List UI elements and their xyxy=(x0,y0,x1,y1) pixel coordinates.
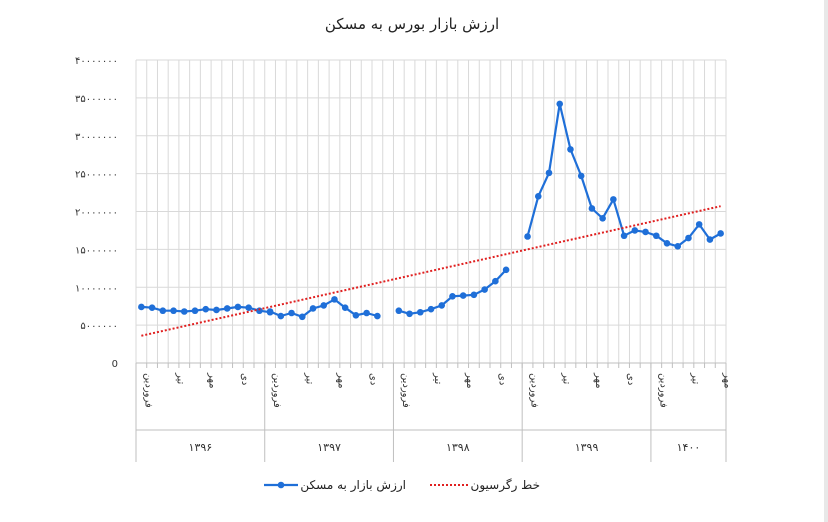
data-point xyxy=(170,307,177,315)
x-tick-label: دی xyxy=(496,373,507,385)
data-point xyxy=(502,266,510,274)
data-point xyxy=(545,169,553,177)
data-point xyxy=(577,172,585,180)
data-point xyxy=(320,302,328,309)
regression-line xyxy=(141,205,721,337)
data-point xyxy=(695,221,703,228)
x-tick-label: فروردین xyxy=(400,373,411,408)
data-point xyxy=(234,303,242,311)
data-point xyxy=(620,232,628,240)
data-point xyxy=(492,277,499,285)
data-point xyxy=(180,308,188,315)
data-point xyxy=(567,146,574,153)
data-point xyxy=(449,293,456,300)
data-point xyxy=(341,304,349,312)
data-point xyxy=(298,313,306,321)
x-tick-label: فروردین xyxy=(529,373,540,408)
data-point xyxy=(288,309,295,317)
chart-title: ارزش بازار بورس به مسکن xyxy=(325,15,499,33)
data-point xyxy=(245,304,252,312)
x-tick-label: مهر xyxy=(207,372,218,388)
data-point xyxy=(427,305,435,313)
data-point xyxy=(438,302,446,309)
x-tick-label: دی xyxy=(239,373,250,385)
data-point xyxy=(642,228,649,236)
data-point xyxy=(631,227,639,234)
year-label: ۱۳۹۶ xyxy=(189,441,213,454)
year-label: ۱۳۹۸ xyxy=(446,441,470,454)
y-tick-label: ۳۰۰۰۰۰۰۰ xyxy=(75,132,118,143)
x-tick-label: تیر xyxy=(432,372,443,385)
data-point xyxy=(534,193,542,200)
x-tick-label: تیر xyxy=(561,372,572,385)
data-point xyxy=(277,312,285,320)
y-tick-label: 0 xyxy=(112,359,118,370)
x-tick-label: مهر xyxy=(335,372,346,388)
data-point xyxy=(256,307,263,315)
data-point xyxy=(610,196,617,203)
legend-label-series: ارزش بازار به مسکن xyxy=(300,478,406,493)
data-point xyxy=(406,310,413,318)
data-point xyxy=(459,292,467,299)
x-tick-label: تیر xyxy=(303,372,314,385)
x-tick-label: فروردین xyxy=(271,373,282,408)
y-tick-label: ۱۰۰۰۰۰۰۰ xyxy=(75,283,118,294)
data-point xyxy=(191,307,199,315)
data-point xyxy=(685,234,692,242)
y-tick-label: ۱۵۰۰۰۰۰۰ xyxy=(75,245,118,256)
x-tick-label: تیر xyxy=(175,372,186,385)
data-point xyxy=(556,100,564,108)
data-point xyxy=(652,232,660,240)
data-point xyxy=(663,240,671,247)
window-edge xyxy=(824,0,828,522)
grid-layer xyxy=(135,59,727,364)
data-point xyxy=(706,236,714,243)
x-tick-label: فروردین xyxy=(142,373,153,408)
data-point xyxy=(331,296,338,303)
data-point xyxy=(363,309,370,317)
legend: ارزش بازار به مسکن خط رگرسیون xyxy=(264,478,540,493)
data-point xyxy=(470,291,478,299)
data-point xyxy=(266,308,274,315)
data-point xyxy=(309,305,317,312)
x-tick-label: دی xyxy=(368,373,379,385)
series-layer xyxy=(138,100,724,337)
data-point xyxy=(223,305,231,312)
axis-layer: 0 ۵۰۰۰۰۰۰ ۱۰۰۰۰۰۰۰ ۱۵۰۰۰۰۰۰ ۲۰۰۰۰۰۰۰ ۲۵۰۰۰۰۰۰… xyxy=(75,56,733,462)
data-point xyxy=(588,205,596,212)
x-tick-label: تیر xyxy=(689,372,700,385)
series-line-segment xyxy=(526,102,722,248)
data-point xyxy=(352,311,360,319)
x-tick-label: مهر xyxy=(464,372,475,388)
data-point xyxy=(717,230,724,237)
y-tick-label: ۲۵۰۰۰۰۰۰ xyxy=(75,170,118,181)
x-tick-label: مهر xyxy=(593,372,604,388)
y-tick-label: ۳۵۰۰۰۰۰۰ xyxy=(75,94,118,105)
y-tick-label: ۴۰۰۰۰۰۰۰ xyxy=(75,56,118,67)
data-point xyxy=(148,304,156,312)
y-tick-label: ۵۰۰۰۰۰۰ xyxy=(80,321,118,332)
year-label: ۱۴۰۰ xyxy=(677,441,701,454)
year-label: ۱۳۹۷ xyxy=(317,441,341,454)
legend-marker-series xyxy=(277,481,285,489)
data-point xyxy=(374,312,381,320)
data-point xyxy=(202,305,210,313)
x-tick-label: دی xyxy=(625,373,636,385)
data-point xyxy=(416,308,424,316)
y-tick-label: ۲۰۰۰۰۰۰۰ xyxy=(75,208,118,219)
legend-label-regression: خط رگرسیون xyxy=(471,478,540,493)
data-point xyxy=(213,306,220,314)
x-tick-label: فروردین xyxy=(657,373,668,408)
data-point xyxy=(395,307,403,315)
data-point xyxy=(599,215,606,222)
data-point xyxy=(481,286,488,293)
data-point xyxy=(138,303,145,311)
data-point xyxy=(524,233,531,240)
data-point xyxy=(674,243,682,250)
year-label: ۱۳۹۹ xyxy=(575,441,599,454)
data-point xyxy=(159,307,167,315)
x-tick-label: مهر xyxy=(722,372,733,388)
